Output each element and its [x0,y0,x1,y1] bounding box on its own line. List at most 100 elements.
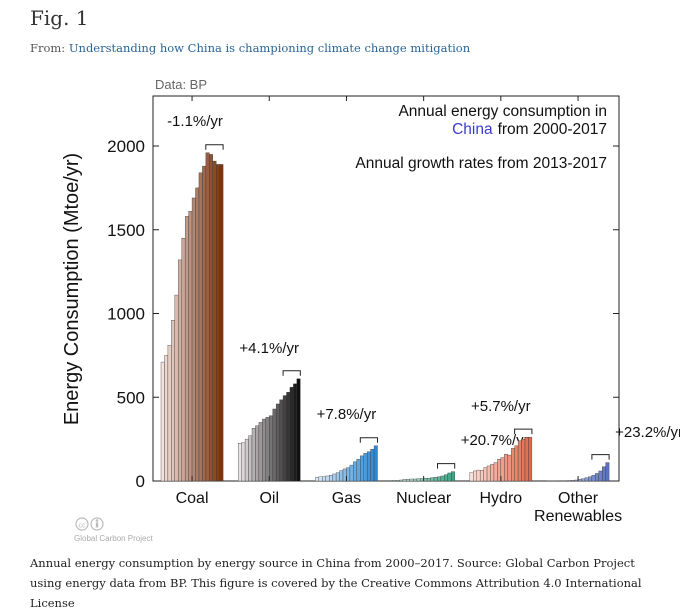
bar-oil-2007 [262,419,265,481]
y-tick-label: 2000 [107,137,145,156]
bar-oil-2006 [259,422,262,481]
x-category-label: Coal [176,490,209,507]
bar-gas-2014 [364,453,367,481]
bar-coal-2006 [182,238,185,481]
bar-hydro-2002 [477,470,480,481]
bar-coal-2001 [164,355,167,481]
bar-gas-2008 [343,469,346,481]
growth-bracket [438,464,455,469]
chart-title-line1: Annual energy consumption in [398,103,607,120]
chart-title-rest: from 2000-2017 [498,121,607,138]
bar-nuclear-2012 [434,477,437,481]
bar-hydro-2000 [470,473,473,481]
bar-oil-2004 [252,428,255,481]
bar-other-2012 [588,477,591,481]
bar-oil-2005 [255,426,258,481]
bar-hydro-2014 [518,441,521,481]
data-source-label: Data: BP [155,77,207,92]
bar-oil-2014 [287,392,290,481]
growth-bracket [206,145,223,150]
y-tick-label: 1500 [107,221,145,240]
bar-coal-2016 [216,164,219,481]
bar-coal-2014 [209,154,212,481]
bar-nuclear-2008 [420,478,423,481]
bar-coal-2005 [178,260,181,481]
bar-gas-2007 [340,471,343,481]
bar-coal-2009 [192,198,195,481]
bar-coal-2011 [199,173,202,481]
bar-hydro-2011 [508,455,511,481]
bar-gas-2013 [360,456,363,481]
bar-hydro-2004 [484,468,487,481]
bar-oil-2001 [242,442,245,481]
x-category-label: Nuclear [396,490,452,507]
bar-nuclear-2004 [406,479,409,481]
bar-nuclear-2006 [413,479,416,481]
bar-nuclear-2014 [441,476,444,481]
bar-other-2010 [582,479,585,481]
bar-other-2008 [575,480,578,481]
chart-title-line2: China from 2000-2017 [452,121,607,138]
growth-rate-label: +4.1%/yr [239,340,299,357]
svg-text:cc: cc [79,523,87,530]
bar-oil-2011 [276,404,279,481]
bar-hydro-2012 [511,448,514,481]
bar-nuclear-2005 [410,479,413,481]
growth-rate-label: +7.8%/yr [317,406,377,423]
bar-oil-2016 [293,384,296,481]
bar-oil-2015 [290,387,293,481]
bar-nuclear-2011 [431,478,434,481]
bar-other-2017 [606,463,609,481]
y-tick-label: 1000 [107,305,145,324]
growth-bracket [283,371,300,376]
x-category-label: Renewables [534,508,622,525]
bar-coal-2002 [168,345,171,481]
bar-oil-2000 [238,443,241,481]
bar-gas-2000 [315,477,318,481]
figure-caption: Annual energy consumption by energy sour… [30,553,655,613]
bar-other-2016 [602,467,605,481]
bar-hydro-2017 [528,437,531,481]
x-category-label: Gas [332,490,361,507]
bar-other-2015 [599,471,602,481]
bar-oil-2003 [249,436,252,481]
bar-gas-2005 [333,474,336,481]
bar-hydro-2007 [494,463,497,481]
bar-group-oil: +4.1%/yr [238,340,300,481]
bar-coal-2003 [171,320,174,481]
bar-group-coal: -1.1%/yr [161,113,223,481]
bar-gas-2011 [353,462,356,481]
x-category-label: Oil [259,490,279,507]
bar-group-gas: +7.8%/yr [315,406,377,481]
bar-hydro-2003 [480,470,483,481]
bar-nuclear-2015 [444,475,447,481]
bar-nuclear-2007 [417,479,420,481]
energy-consumption-chart: Data: BP Annual energy consumption in Ch… [0,0,680,545]
bar-gas-2009 [346,468,349,481]
bar-nuclear-2016 [448,473,451,481]
bar-hydro-2006 [491,464,494,481]
bar-other-2007 [571,480,574,481]
bar-nuclear-2000 [393,480,396,481]
y-tick-label: 500 [117,388,145,407]
growth-bracket [592,455,609,460]
bar-oil-2013 [283,396,286,481]
bar-nuclear-2010 [427,478,430,481]
bar-coal-2012 [202,166,205,481]
bar-gas-2017 [374,446,377,481]
bar-coal-2004 [175,295,178,481]
chart-title-country: China [452,121,493,138]
growth-rate-label: +5.7%/yr [471,398,531,415]
bar-hydro-2013 [515,446,518,481]
bar-gas-2003 [326,476,329,481]
bar-coal-2008 [189,211,192,481]
bar-coal-2000 [161,362,164,481]
bar-gas-2002 [322,477,325,481]
y-axis-label: Energy Consumption (Mtoe/yr) [61,153,83,425]
bar-gas-2004 [329,475,332,481]
bar-hydro-2005 [487,466,490,481]
credit-label: Global Carbon Project [74,534,153,543]
growth-rate-label: +23.2%/yr [615,424,680,441]
bar-other-2006 [568,481,571,482]
bar-hydro-2016 [525,437,528,481]
